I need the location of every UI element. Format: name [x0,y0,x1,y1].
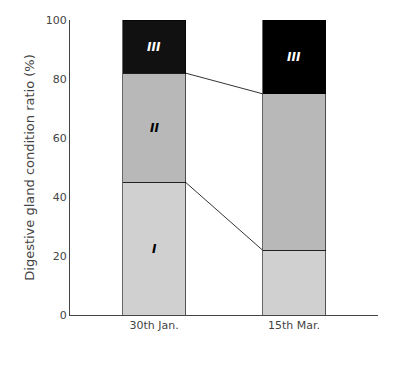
svg-text:80: 80 [53,73,67,86]
svg-text:20: 20 [53,250,67,263]
svg-text:III: III [287,50,301,64]
svg-text:100: 100 [46,14,67,27]
svg-text:60: 60 [53,132,67,145]
svg-text:30th Jan.: 30th Jan. [129,319,178,332]
svg-text:40: 40 [53,191,67,204]
svg-text:Digestive gland condition rati: Digestive gland condition ratio (%) [22,54,37,280]
svg-text:III: III [147,40,161,54]
svg-text:I: I [152,242,157,256]
svg-text:II: II [150,121,159,135]
svg-text:0: 0 [60,309,67,322]
svg-text:15th Mar.: 15th Mar. [268,319,320,332]
